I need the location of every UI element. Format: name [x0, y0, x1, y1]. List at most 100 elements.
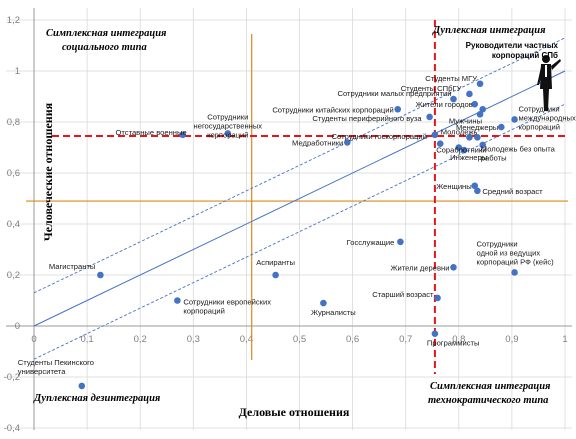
data-point — [343, 139, 351, 146]
data-point — [479, 105, 486, 113]
data-point-label: Студенты СПбГУ — [401, 84, 462, 93]
y-tick-label: 0,4 — [7, 219, 20, 230]
data-point — [397, 238, 404, 246]
data-point-label: международных — [519, 113, 576, 122]
x-axis-label: Деловые отношения — [239, 405, 350, 419]
annotation-line-2: корпораций СПб — [492, 51, 558, 60]
data-point-label: работы — [481, 154, 507, 163]
confidence-upper-line — [33, 37, 566, 294]
x-tick-label: 0,7 — [399, 334, 412, 345]
quadrant-bottom-right-line2: технократического типа — [428, 395, 548, 406]
y-tick-label: 1 — [15, 66, 20, 77]
quadrant-top-left-line2: социального типа — [62, 42, 147, 53]
data-point-label: Мужчины — [449, 116, 482, 125]
data-point-label: корпораций РФ (кейс) — [477, 257, 555, 266]
data-point — [434, 294, 441, 302]
x-tick-label: 0,6 — [346, 334, 359, 345]
businessman-icon — [537, 55, 561, 111]
data-point-label: Сотрудники китайских корпораций — [272, 105, 393, 114]
x-tick-label: 0,5 — [293, 334, 306, 345]
x-tick-label: 0,3 — [187, 334, 200, 345]
data-point-label: Сотрудники — [207, 112, 248, 121]
tick-labels: 0 0,1 0,2 0,3 0,4 0,5 0,6 0,7 0,8 0,9 1 -0,4 -0,2 0 0,… — [4, 15, 568, 434]
data-point-label: Сотрудники госкорпораций — [332, 132, 427, 141]
data-point-label: Сотрудники европейских — [183, 298, 271, 307]
y-tick-label: 0,8 — [7, 117, 20, 128]
data-point-label: корпораций — [519, 122, 560, 131]
data-point-label: Менеджеры — [456, 123, 498, 132]
data-point — [436, 140, 444, 147]
y-tick-label: 0,6 — [7, 168, 20, 179]
y-tick-label: 0 — [15, 321, 20, 332]
data-point — [431, 131, 439, 139]
data-points — [78, 80, 518, 390]
data-point — [460, 146, 468, 154]
quadrant-bottom-right-line1: Симплексная интеграция — [430, 381, 551, 392]
data-point-label: Госслужащие — [347, 238, 395, 247]
y-tick-label: 0,2 — [7, 270, 20, 281]
y-tick-label: -0,4 — [4, 423, 20, 434]
annotation-line-1: Руководители частных — [466, 41, 559, 50]
data-point-label: корпораций — [207, 130, 248, 139]
data-point-label: Медработники — [292, 138, 343, 147]
data-point — [471, 182, 479, 190]
data-point-label: Студенты Пекинского — [18, 358, 94, 367]
data-point-label: Программисты — [427, 339, 480, 348]
data-point-label: Сотрудники малых предприятий — [338, 89, 452, 98]
data-point-label: негосударственных — [194, 121, 263, 130]
y-tick-label: -0,2 — [4, 372, 20, 383]
data-point — [476, 80, 484, 88]
data-point — [174, 297, 181, 304]
data-point-label: Сорабротники — [436, 146, 486, 155]
data-point — [426, 113, 433, 121]
x-tick-label: 1 — [562, 334, 567, 345]
data-point — [394, 105, 402, 113]
data-point — [179, 131, 186, 139]
data-point-label: Средний возраст — [482, 187, 543, 196]
data-point — [431, 330, 439, 337]
data-point-label: Студенты МГУ — [425, 74, 477, 83]
data-point-label: Инженеры — [450, 153, 487, 162]
data-point-label: Магистранты — [49, 262, 96, 271]
data-point — [471, 100, 479, 108]
data-point-label: Сотрудники — [519, 104, 560, 113]
data-point — [476, 111, 484, 118]
data-point-label: Жители деревни — [391, 263, 450, 272]
y-tick-label: 1,2 — [7, 15, 20, 26]
data-point-label: корпораций — [183, 307, 224, 316]
x-tick-label: 0,1 — [80, 334, 93, 345]
quadrant-top-right: Дуплексная интеграция — [432, 25, 546, 36]
quadrant-top-left-line1: Симплексная интеграция — [46, 28, 167, 39]
data-point — [272, 271, 279, 279]
data-point-label: Аспиранты — [256, 258, 295, 267]
data-point-label: Жители городов — [416, 100, 473, 109]
data-point-label: университета — [18, 367, 66, 376]
data-point-label: Старший возраст — [372, 290, 434, 299]
quadrant-bottom-left: Дуплексная дезинтеграция — [33, 393, 161, 404]
y-axis-label: Человеческие отношения — [41, 102, 55, 241]
reference-lines — [26, 20, 568, 374]
data-point — [511, 269, 518, 276]
data-point — [455, 144, 463, 151]
x-tick-label: 0,2 — [134, 334, 147, 345]
data-point-label: Молодежь без опыта — [481, 145, 556, 154]
data-point — [97, 271, 104, 279]
x-tick-label: 0,9 — [505, 334, 518, 345]
data-point — [224, 130, 232, 137]
x-tick-label: 0,8 — [452, 334, 465, 345]
data-point — [320, 299, 327, 307]
data-point — [466, 134, 473, 141]
data-point-label: Сотрудники — [477, 239, 518, 248]
data-point-label: Молодежь — [441, 127, 478, 136]
data-point — [474, 134, 481, 141]
x-tick-label: 0,4 — [240, 334, 253, 345]
data-point — [511, 116, 518, 123]
data-point — [466, 90, 473, 98]
data-point — [450, 264, 457, 271]
data-point — [479, 141, 486, 149]
data-point-label: Отставные военные — [115, 128, 186, 137]
data-point — [78, 382, 86, 390]
data-point-label: Женщины — [436, 182, 471, 191]
